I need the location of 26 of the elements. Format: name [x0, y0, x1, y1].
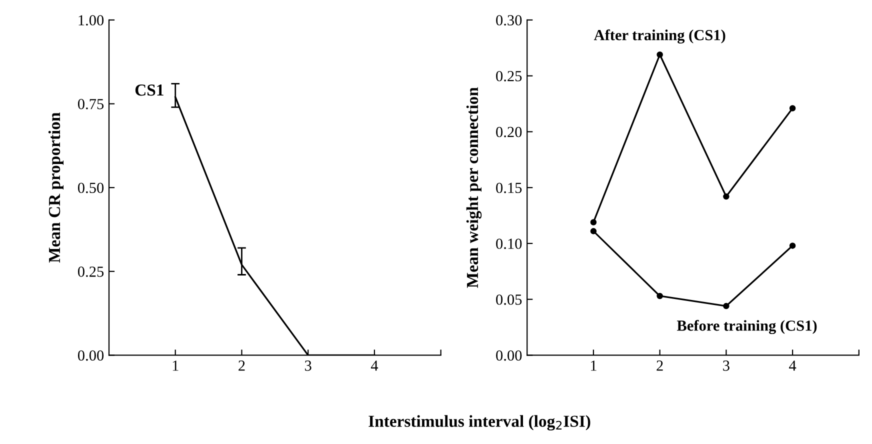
y-tick-label: 0.30	[496, 15, 522, 26]
y-tick-label: 0.15	[496, 182, 522, 194]
y-axis-title: Mean weight per connection	[466, 87, 482, 288]
y-tick-label: 0.00	[78, 350, 104, 361]
y-tick-label: 0.25	[496, 70, 522, 82]
series-label: Before training (CS1)	[676, 320, 817, 334]
y-tick-label: 0.05	[496, 294, 522, 305]
x-tick-label: 4	[370, 360, 378, 371]
x-tick-label: 1	[172, 360, 178, 371]
x-tick-label: 2	[656, 360, 663, 371]
x-tick-label: 2	[238, 360, 245, 371]
y-tick-label: 1.00	[78, 15, 104, 26]
x-tick-label: 3	[723, 360, 730, 371]
y-tick-label: 0.75	[78, 98, 104, 110]
x-axis-title: Interstimulus interval (log$_{2}$ISI)	[368, 415, 590, 430]
y-axis-title: Mean CR proportion	[48, 112, 64, 263]
y-tick-label: 0.10	[496, 238, 522, 249]
series-label: After training (CS1)	[594, 29, 726, 44]
x-tick-label: 3	[305, 360, 312, 371]
y-tick-label: 0.25	[78, 266, 104, 277]
x-tick-label: 4	[789, 360, 796, 371]
x-tick-label: 1	[590, 360, 596, 371]
series-label: CS1	[135, 84, 164, 96]
y-tick-label: 0.00	[496, 350, 522, 361]
y-tick-label: 0.50	[78, 182, 104, 194]
y-tick-label: 0.20	[496, 126, 522, 138]
